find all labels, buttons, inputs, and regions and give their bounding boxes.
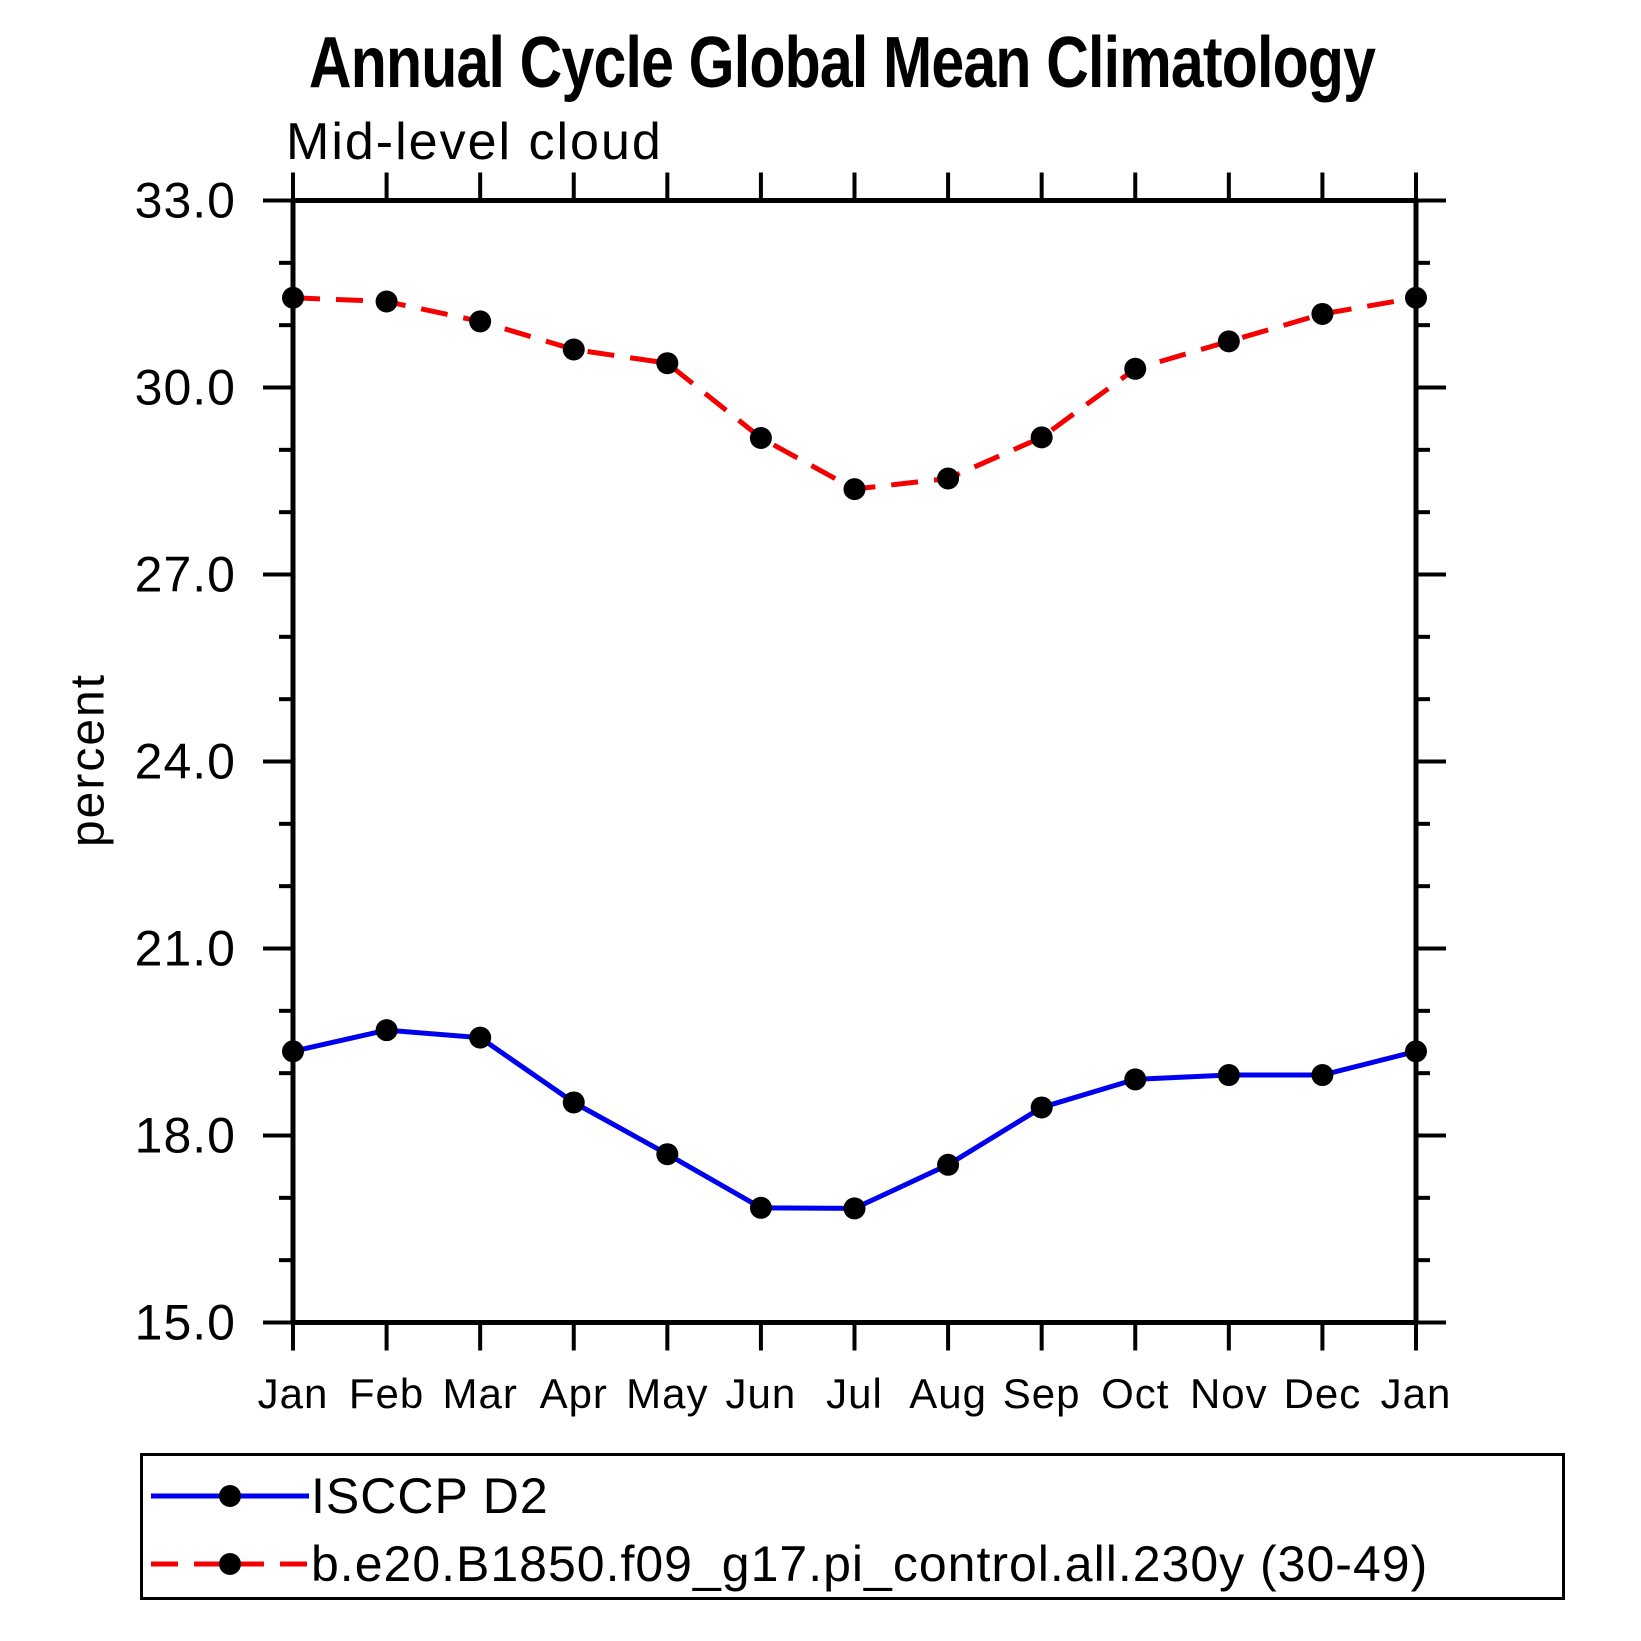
x-tick-label: Sep xyxy=(1003,1370,1081,1417)
data-point-marker xyxy=(1217,1064,1240,1087)
legend-label-isccp: ISCCP D2 xyxy=(311,1468,549,1524)
data-point-marker xyxy=(749,1196,772,1219)
legend-label-model: b.e20.B1850.f09_g17.pi_control.all.230y … xyxy=(311,1536,1429,1592)
x-tick-label: Jul xyxy=(826,1370,883,1417)
data-point-marker xyxy=(1405,286,1427,309)
data-point-marker xyxy=(469,1026,492,1049)
data-point-marker xyxy=(375,1019,398,1042)
data-point-marker xyxy=(562,1091,585,1114)
x-tick-label: Nov xyxy=(1190,1370,1268,1417)
data-point-marker xyxy=(937,1153,960,1176)
legend-line-dashed xyxy=(151,1553,309,1575)
chart-subtitle: Mid-level cloud xyxy=(286,113,663,171)
data-point-marker xyxy=(282,1040,304,1063)
data-point-marker xyxy=(843,478,866,501)
y-tick-label: 15.0 xyxy=(135,1295,236,1351)
legend-marker-dot-icon xyxy=(219,1553,241,1575)
series-line-1 xyxy=(292,295,1417,492)
data-point-marker xyxy=(469,310,492,333)
y-tick-label: 24.0 xyxy=(135,734,236,790)
data-point-marker xyxy=(1405,1040,1427,1063)
y-tick-label: 27.0 xyxy=(135,547,236,603)
legend-marker-dot-icon xyxy=(219,1485,241,1507)
x-tick-label: May xyxy=(626,1370,708,1417)
x-tick-label: Oct xyxy=(1101,1370,1169,1417)
legend-box: ISCCP D2 b.e20.B1850.f09_g17.pi_control.… xyxy=(140,1453,1565,1600)
data-point-marker xyxy=(1124,357,1147,380)
data-point-marker xyxy=(1311,302,1334,325)
y-tick-label: 30.0 xyxy=(135,360,236,416)
x-tick-label: Mar xyxy=(442,1370,517,1417)
x-tick-label: Dec xyxy=(1284,1370,1362,1417)
data-point-marker xyxy=(656,1143,679,1166)
data-point-marker xyxy=(656,352,679,375)
y-tick-label: 21.0 xyxy=(135,921,236,977)
data-point-marker xyxy=(937,467,960,490)
x-tick-label: Jan xyxy=(258,1370,329,1417)
legend-line-solid xyxy=(151,1485,309,1507)
chart-title: Annual Cycle Global Mean Climatology xyxy=(308,23,1376,103)
series-line-0 xyxy=(292,1027,1417,1211)
legend-entry-model: b.e20.B1850.f09_g17.pi_control.all.230y … xyxy=(149,1536,1428,1592)
x-tick-label: Apr xyxy=(540,1370,608,1417)
data-point-marker xyxy=(1030,1096,1053,1119)
data-point-marker xyxy=(1217,330,1240,353)
data-point-marker xyxy=(843,1197,866,1220)
legend-entry-isccp: ISCCP D2 xyxy=(149,1468,549,1524)
data-point-marker xyxy=(1030,426,1053,449)
data-point-marker xyxy=(1124,1068,1147,1091)
y-tick-label: 18.0 xyxy=(135,1108,236,1164)
x-tick-label: Feb xyxy=(349,1370,424,1417)
x-tick-label: Jan xyxy=(1381,1370,1452,1417)
data-point-marker xyxy=(282,286,304,309)
x-tick-label: Jun xyxy=(726,1370,797,1417)
y-tick-label: 33.0 xyxy=(135,173,236,229)
data-point-marker xyxy=(375,290,398,313)
data-point-marker xyxy=(749,426,772,449)
data-point-marker xyxy=(562,338,585,361)
x-tick-label: Aug xyxy=(909,1370,987,1417)
data-point-marker xyxy=(1311,1064,1334,1087)
